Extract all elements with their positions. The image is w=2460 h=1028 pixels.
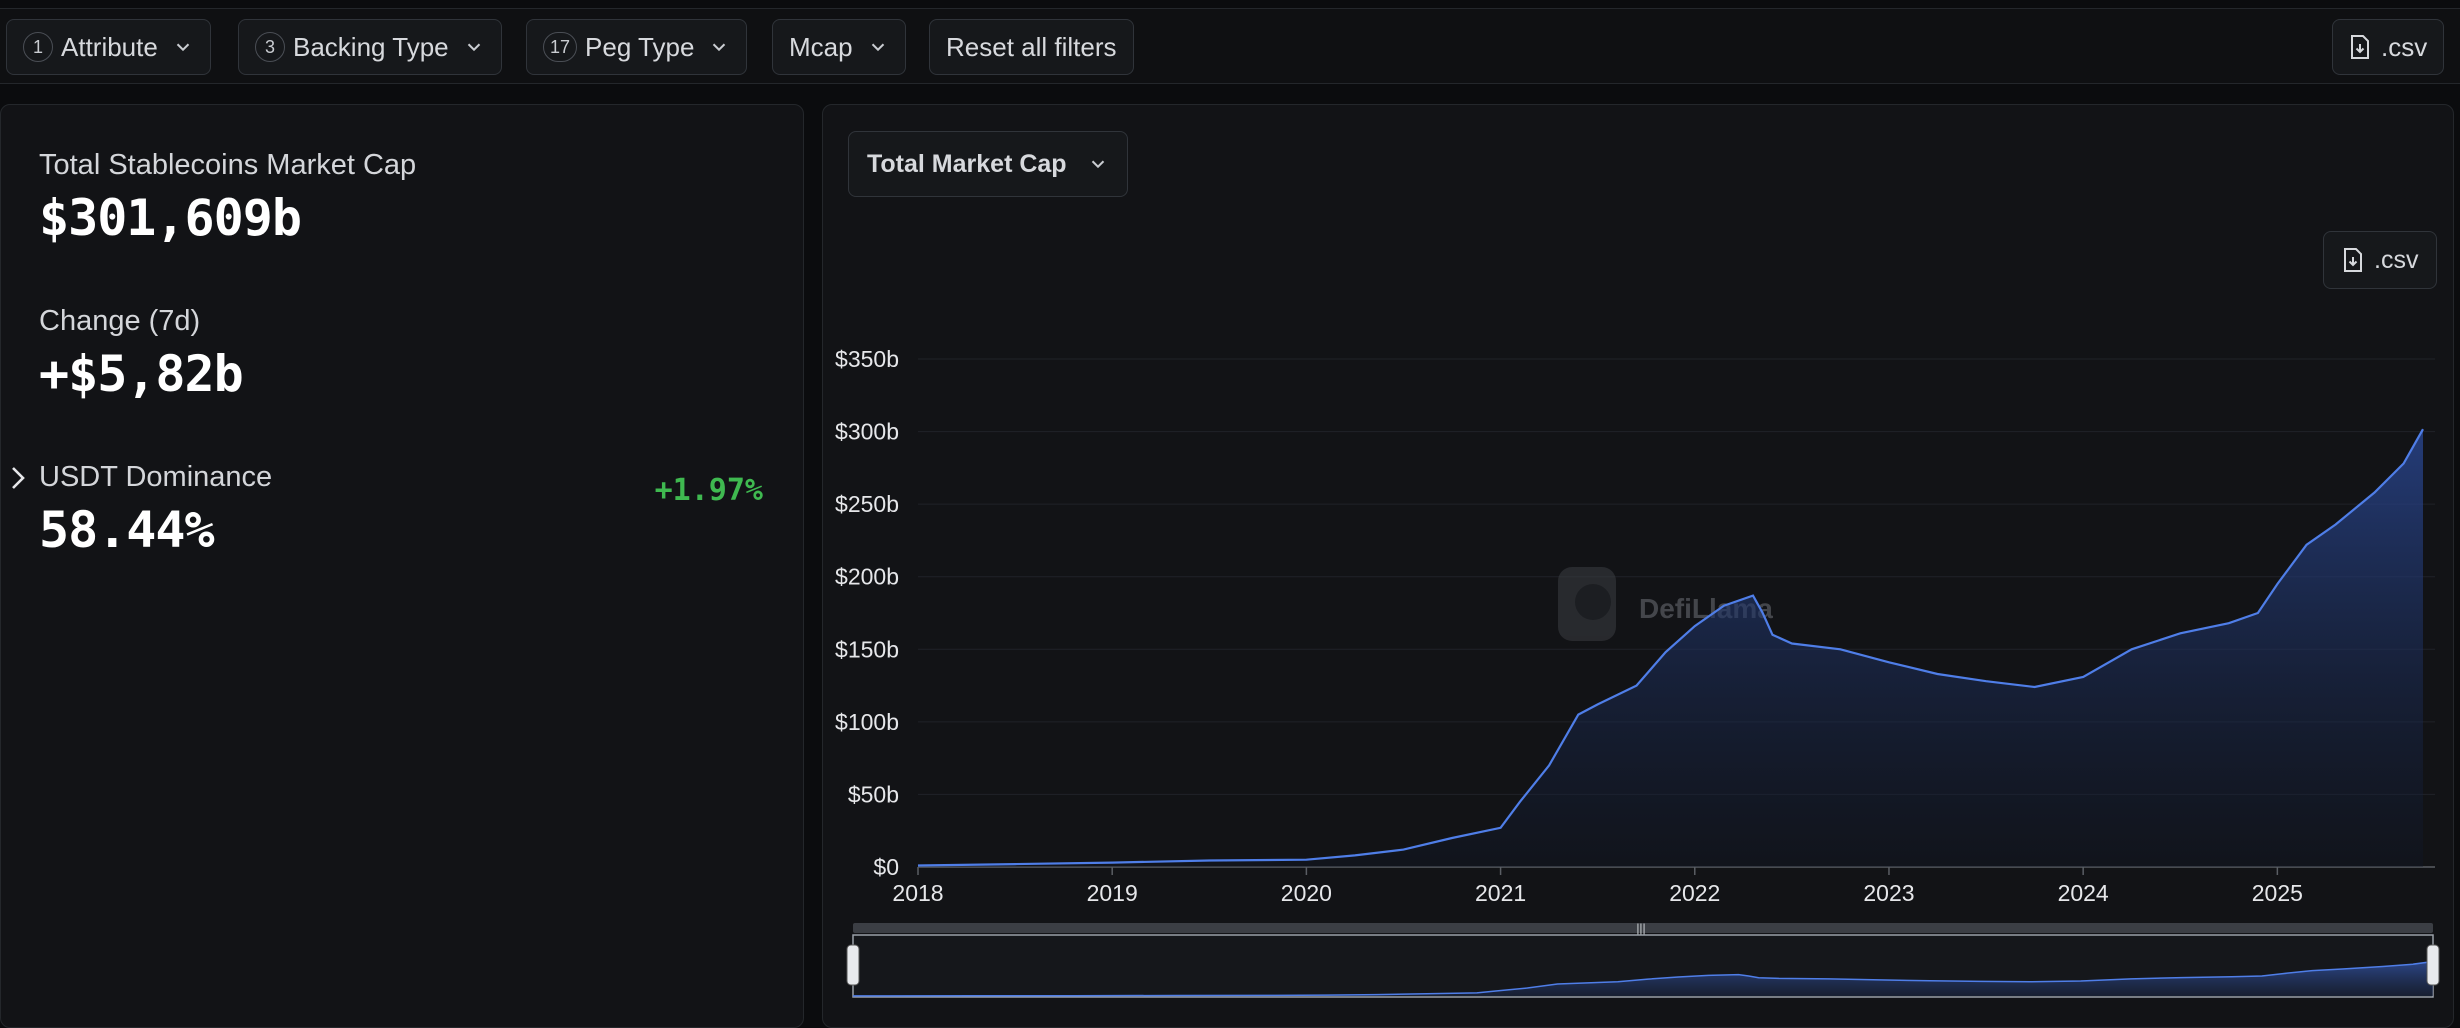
change-7d-label: Change (7d) — [39, 305, 201, 337]
backing-type-filter-label: Backing Type — [293, 31, 449, 62]
file-download-icon — [2351, 35, 2369, 59]
peg-count-badge: 17 — [543, 32, 578, 62]
slider-track[interactable] — [853, 923, 2433, 933]
filter-toolbar: 1 Attribute 3 Backing Type 17 Peg Type M… — [0, 8, 2460, 84]
chevron-down-icon — [467, 43, 480, 52]
peg-type-filter-label: Peg Type — [585, 31, 695, 62]
slider-right-handle[interactable] — [2426, 944, 2440, 986]
total-market-cap-value: $301,609b — [39, 189, 302, 247]
slider-mini-area — [853, 961, 2433, 996]
x-tick-label: 2019 — [1087, 880, 1138, 906]
attribute-filter-button[interactable]: 1 Attribute — [6, 19, 211, 75]
metric-select-label: Total Market Cap — [867, 149, 1067, 178]
x-tick-label: 2022 — [1669, 880, 1720, 906]
attribute-count-badge: 1 — [23, 32, 53, 62]
reset-filters-label: Reset all filters — [946, 31, 1117, 62]
csv-download-button[interactable]: .csv — [2332, 19, 2445, 75]
change-7d-percent: +1.97% — [654, 473, 763, 508]
y-tick-label: $250b — [835, 491, 899, 517]
chart-csv-download-button[interactable]: .csv — [2323, 231, 2438, 289]
reset-filters-button[interactable]: Reset all filters — [929, 19, 1134, 75]
y-tick-label: $50b — [848, 781, 899, 807]
y-tick-label: $300b — [835, 419, 899, 445]
backing-type-filter-button[interactable]: 3 Backing Type — [238, 19, 502, 75]
slider-left-handle[interactable] — [846, 944, 860, 986]
x-tick-label: 2020 — [1281, 880, 1332, 906]
chevron-down-icon — [713, 43, 726, 52]
mcap-filter-button[interactable]: Mcap — [772, 19, 906, 75]
backing-count-badge: 3 — [255, 32, 285, 62]
mcap-filter-label: Mcap — [789, 31, 853, 62]
x-tick-label: 2021 — [1475, 880, 1526, 906]
x-tick-label: 2023 — [1863, 880, 1914, 906]
range-slider[interactable]: ||| — [846, 921, 2440, 998]
y-tick-label: $0 — [873, 854, 899, 880]
chevron-down-icon — [176, 43, 190, 52]
x-tick-label: 2025 — [2252, 880, 2303, 906]
metric-select-dropdown[interactable]: Total Market Cap — [848, 131, 1128, 197]
usdt-dominance-value: 58.44% — [39, 501, 215, 559]
market-cap-line — [917, 428, 2424, 867]
market-cap-chart: $0 $50b $100b $150b $200b $250b $300b $350b 201… — [835, 346, 2440, 998]
slider-drag-grip-icon[interactable]: ||| — [1636, 921, 1645, 935]
slider-mini-line — [852, 960, 2434, 997]
total-market-cap-label: Total Stablecoins Market Cap — [39, 149, 417, 181]
chevron-down-icon — [871, 43, 884, 52]
change-7d-value: +$5,82b — [39, 345, 244, 403]
y-tick-label: $200b — [835, 564, 899, 590]
x-tick-label: 2024 — [2058, 880, 2109, 906]
usdt-dominance-label: USDT Dominance — [39, 461, 273, 493]
chevron-right-icon[interactable] — [7, 463, 29, 493]
y-tick-label: $100b — [835, 709, 899, 735]
y-tick-label: $150b — [835, 636, 899, 662]
chart-panel: Total Market Cap .csv $0 $50b $100b $150b $2… — [822, 104, 2454, 1028]
chevron-down-icon — [1091, 160, 1104, 169]
chart-csv-label: .csv — [2374, 245, 2419, 274]
file-download-icon — [2344, 248, 2362, 272]
y-tick-label: $350b — [835, 346, 899, 372]
csv-download-label: .csv — [2381, 31, 2428, 62]
attribute-filter-label: Attribute — [61, 31, 158, 62]
x-tick-label: 2018 — [892, 880, 943, 906]
stats-panel: Total Stablecoins Market Cap $301,609b C… — [0, 104, 804, 1028]
peg-type-filter-button[interactable]: 17 Peg Type — [526, 19, 748, 75]
